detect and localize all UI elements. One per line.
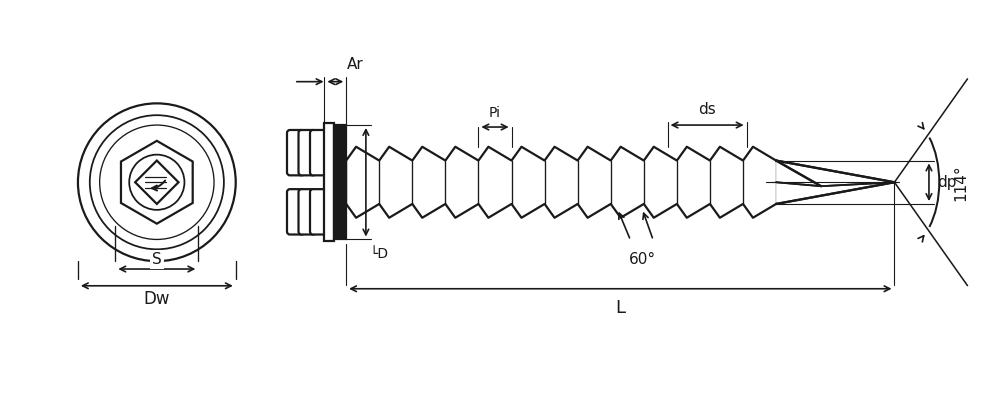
FancyBboxPatch shape [310,130,327,175]
Text: 60°: 60° [629,252,656,267]
Polygon shape [324,123,334,242]
Polygon shape [334,125,346,240]
Text: Pi: Pi [489,106,501,120]
FancyBboxPatch shape [299,189,316,234]
Text: 114°: 114° [953,164,968,200]
Text: Ar: Ar [347,57,364,72]
FancyBboxPatch shape [310,189,327,234]
Text: S: S [152,252,162,267]
Text: L: L [615,299,625,317]
FancyBboxPatch shape [287,189,304,234]
Text: Dw: Dw [144,290,170,308]
Text: └D: └D [370,247,389,261]
Text: dp: dp [937,175,956,190]
Polygon shape [346,160,776,204]
FancyBboxPatch shape [287,130,304,175]
Text: ds: ds [698,102,716,117]
Polygon shape [776,160,894,204]
FancyBboxPatch shape [299,130,316,175]
